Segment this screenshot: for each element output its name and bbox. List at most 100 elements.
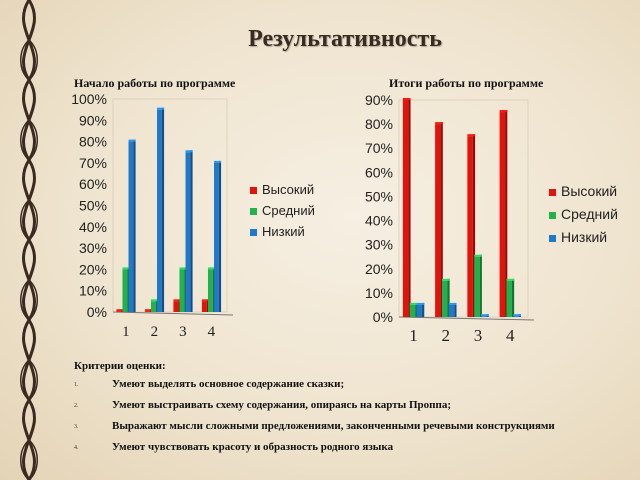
y-tick-label: 90% [365,92,393,108]
bar [416,302,425,317]
bar [207,267,216,312]
bar-side [127,267,130,312]
y-tick-label: 50% [79,198,107,214]
bar-top [150,299,159,302]
bar-side [505,110,508,317]
chart-plot-area [112,98,228,313]
bar [499,110,508,317]
slide-title: Результативность [248,26,442,52]
bar [185,150,193,312]
y-tick-label: 10% [79,283,107,299]
bar-side [184,267,187,312]
bar-top [435,122,443,125]
x-category-label: 3 [179,324,187,340]
x-category-label: 2 [442,326,451,345]
bar [157,107,165,313]
y-tick-label: 50% [365,188,393,204]
legend-swatch [250,208,257,215]
criteria-title: Критерии оценки: [74,360,166,372]
x-category-label: 1 [409,326,418,345]
bar-side [161,107,165,313]
bar-side [472,134,476,317]
y-tick-label: 0% [373,309,393,325]
bar-front [474,256,480,317]
chart-plot-area [398,99,529,318]
bar-side [479,254,482,317]
criteria-item-number: 1. [74,382,79,388]
y-tick-label: 30% [79,240,107,256]
bar-front [481,316,487,317]
decorative-border-ornament [20,0,38,480]
bar-side [447,278,450,317]
legend-swatch [549,189,556,196]
bar [150,299,159,312]
criteria-item: 2. Умеют выстраивать схему содержания, оп… [74,397,451,418]
bar-front [402,100,409,317]
y-tick-label: 30% [365,237,393,253]
bar-side [511,278,515,317]
bar-top [173,299,181,302]
bar-front [179,269,185,312]
bar [122,267,130,312]
bar-side [422,302,425,317]
bar-side [206,299,209,312]
bar [179,267,187,312]
bar-top [506,278,515,281]
bar-front [499,112,506,317]
bar-top [481,314,489,317]
bar-front [214,162,219,312]
bar-top [441,278,450,281]
bar-top [474,254,482,257]
bar-top [201,299,209,302]
y-tick-label: 70% [365,140,393,156]
x-category-label: 3 [474,326,483,345]
y-tick-label: 60% [365,164,393,180]
legend-label: Средний [262,203,315,218]
bar-top [499,110,508,113]
chart-left-title: Начало работы по программе [74,76,236,90]
bar-front [173,301,179,312]
legend-swatch [549,235,556,242]
y-tick-label: 40% [79,219,107,235]
legend-label: Низкий [561,229,607,245]
legend-label: Высокий [561,183,617,199]
bar [144,309,152,312]
y-tick-label: 100% [71,91,107,107]
bar [409,302,418,317]
chart-right-title: Итоги работы по программе [389,76,544,90]
bar-front [435,124,441,317]
criteria-item: 1. Умеют выделять основное содержание ска… [74,376,344,397]
criteria-item: 3. Выражают мысли сложными предложениями,… [74,418,555,439]
bar [441,278,450,317]
bar-front [207,269,213,312]
y-tick-label: 80% [365,116,393,132]
bar-top [157,107,165,110]
bar-side [190,150,193,312]
bar-front [201,301,207,312]
y-tick-label: 20% [365,261,393,277]
bar-front [441,280,448,317]
bar [214,160,222,312]
bar-top [116,309,124,312]
bar-front [185,152,191,312]
criteria-list: 1. Умеют выделять основное содержание ска… [74,376,555,460]
legend-swatch [250,187,257,194]
bar-front [409,304,416,317]
bar-front [448,304,455,317]
criteria-item-number: 4. [74,445,79,451]
bar [201,299,209,312]
legend-swatch [549,212,556,219]
criteria-item-text: Выражают мысли сложными предложениями, з… [112,420,555,432]
criteria-item-text: Умеют выделять основное содержание сказк… [112,378,345,390]
legend-label: Низкий [262,224,305,239]
bar-top [416,302,425,305]
bar-front [467,136,473,317]
criteria-item-text: Умеют чувствовать красоту и образность р… [112,441,394,453]
bar [128,139,136,312]
bar-side [415,302,418,317]
bar-front [506,280,512,317]
bar-top [402,98,411,100]
criteria-block: Критерии оценки: 1. Умеют выделять основн… [74,360,555,460]
bar [116,309,124,312]
